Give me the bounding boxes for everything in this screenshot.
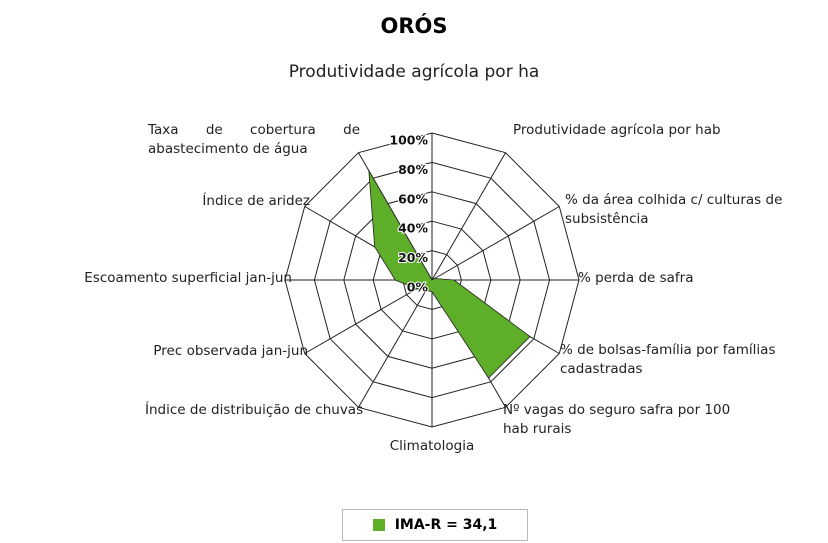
spoke xyxy=(431,152,506,281)
category-label: Climatologia xyxy=(389,438,475,454)
category-label: % perda de safra xyxy=(578,270,694,286)
spoke xyxy=(431,206,560,281)
tick-label: 60% xyxy=(398,191,428,206)
chart-title: ORÓS xyxy=(380,14,448,38)
category-label: Escoamento superficial jan-jun xyxy=(84,270,292,286)
legend: IMA-R = 34,1 xyxy=(342,509,528,541)
category-label: Nº vagas do seguro safra por 100 hab rur… xyxy=(503,402,731,437)
category-label: Prec observada jan-jun xyxy=(153,343,308,359)
category-label: % da área colhida c/ culturas de subsist… xyxy=(565,192,783,227)
category-label: Índice de distribuição de chuvas xyxy=(145,402,364,418)
category-label: Produtividade agrícola por ha xyxy=(288,62,540,82)
category-label: % de bolsas-família por famílias cadastr… xyxy=(560,342,776,377)
category-label: Produtividade agrícola por hab xyxy=(513,122,721,138)
radar-area xyxy=(368,170,531,379)
category-label: Taxa de cobertura de abastecimento de ág… xyxy=(148,122,360,157)
legend-label: IMA-R = 34,1 xyxy=(394,517,498,533)
tick-label: 40% xyxy=(398,221,428,236)
tick-label: 0% xyxy=(407,280,429,295)
tick-label: 100% xyxy=(389,133,428,148)
category-label: Índice de aridez xyxy=(202,193,310,209)
spoke xyxy=(304,279,433,354)
spoke xyxy=(358,279,433,408)
legend-swatch xyxy=(372,519,385,531)
tick-label: 20% xyxy=(398,250,428,265)
tick-label: 80% xyxy=(398,162,428,177)
